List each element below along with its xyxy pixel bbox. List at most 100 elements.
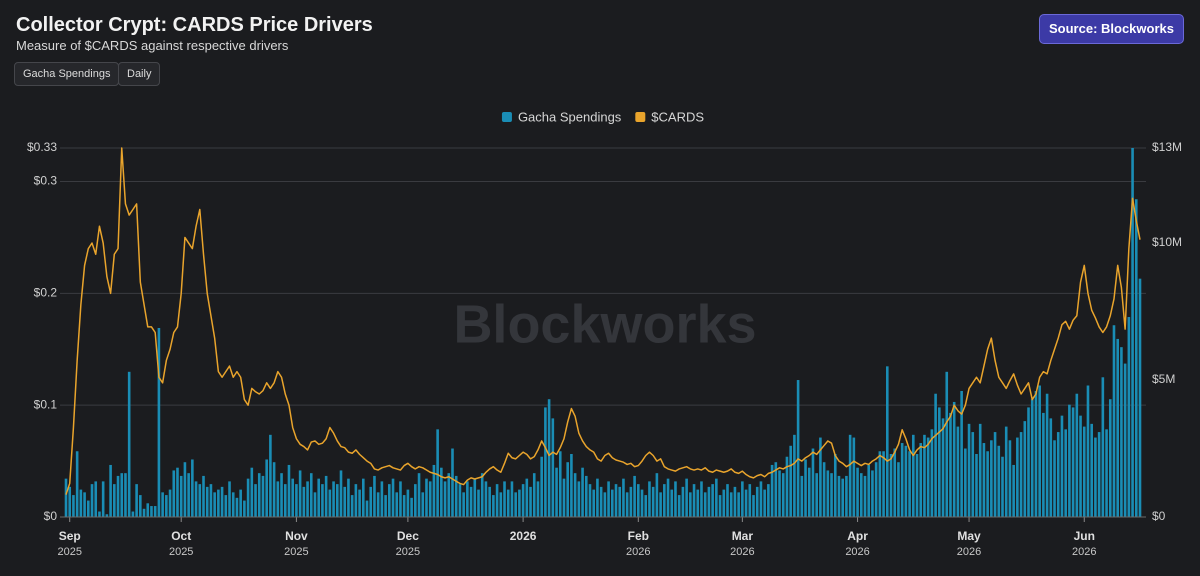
bar: [1045, 393, 1049, 517]
bar: [1012, 464, 1015, 517]
bar: [1082, 426, 1086, 517]
bar: [473, 478, 477, 517]
y-tick-label: $0.33: [27, 140, 57, 154]
bar: [354, 484, 358, 517]
bar: [978, 423, 982, 517]
bar: [733, 486, 737, 517]
bar: [94, 481, 98, 517]
x-tick-year: 2025: [284, 546, 308, 558]
bar: [781, 473, 785, 517]
bar: [477, 489, 480, 517]
bar: [1027, 407, 1030, 517]
x-tick-label: Oct: [171, 529, 191, 543]
bar: [146, 503, 150, 517]
bar: [674, 481, 677, 517]
bar: [250, 467, 254, 517]
bar: [172, 470, 176, 517]
bar: [681, 486, 685, 517]
bar: [599, 486, 603, 517]
bar: [365, 500, 369, 517]
bar: [692, 484, 696, 517]
bar: [737, 492, 740, 517]
bar: [135, 484, 138, 517]
bar: [1086, 385, 1090, 517]
bar: [748, 484, 752, 517]
x-tick-label: Dec: [397, 529, 419, 543]
bar: [309, 473, 313, 517]
bar: [198, 484, 202, 517]
title: Collector Crypt: CARDS Price Drivers: [16, 14, 373, 36]
bar: [313, 492, 317, 517]
legend-label: $CARDS: [651, 109, 704, 124]
bar: [1068, 404, 1071, 517]
bar: [637, 484, 640, 517]
bar: [324, 475, 328, 517]
x-tick-year: 2026: [626, 546, 650, 558]
bar: [622, 478, 625, 517]
source-button[interactable]: Source: Blockworks: [1039, 14, 1184, 44]
bar: [893, 448, 897, 517]
bar: [581, 467, 584, 517]
bar: [912, 434, 915, 517]
bar: [257, 473, 261, 517]
bar: [878, 451, 882, 517]
bar: [874, 462, 878, 517]
bar: [139, 495, 142, 517]
bar: [871, 470, 874, 517]
bar: [640, 489, 644, 517]
bar: [109, 464, 112, 517]
bar: [1123, 363, 1127, 517]
bar: [770, 464, 774, 517]
legend-label: Gacha Spendings: [518, 109, 622, 124]
bar: [1127, 317, 1131, 517]
bar: [291, 478, 294, 517]
bar: [440, 467, 443, 517]
bar: [124, 473, 127, 517]
bar: [1108, 399, 1112, 517]
bar: [971, 432, 975, 517]
bar: [785, 456, 789, 517]
bar: [131, 511, 135, 517]
bar: [596, 478, 599, 517]
legend-swatch: [501, 112, 512, 122]
bar: [1042, 412, 1045, 517]
bar: [514, 492, 517, 517]
control-button[interactable]: Gacha Spendings: [14, 62, 120, 86]
y-tick-label: $0: [44, 509, 58, 523]
x-tick-label: Apr: [847, 529, 868, 543]
bar: [480, 473, 484, 517]
bar: [804, 459, 807, 517]
bar: [633, 475, 636, 517]
control-button[interactable]: Daily: [118, 62, 161, 86]
bar: [529, 486, 532, 517]
bar: [614, 484, 618, 517]
bar: [328, 489, 332, 517]
bar: [863, 475, 867, 517]
bar: [904, 445, 908, 517]
bar: [436, 429, 439, 517]
bar: [395, 492, 399, 517]
bar: [462, 492, 465, 517]
bar: [488, 486, 491, 517]
bar: [127, 371, 131, 517]
bar: [1071, 407, 1075, 517]
bar: [510, 481, 514, 517]
bar: [90, 484, 94, 517]
line: [65, 147, 1141, 495]
bar: [618, 486, 622, 517]
bar: [228, 481, 231, 517]
bar: [859, 473, 863, 517]
y2-tick-label: $13M: [1152, 140, 1182, 154]
bar: [64, 478, 68, 517]
x-tick-label: May: [957, 529, 981, 543]
bar: [975, 453, 978, 517]
bar: [919, 443, 923, 517]
bar: [120, 473, 124, 517]
bar: [707, 486, 711, 517]
bar: [938, 407, 941, 517]
bar: [555, 467, 558, 517]
x-tick-year: 2026: [845, 546, 869, 558]
x-tick-label: Sep: [59, 529, 81, 543]
bar: [317, 478, 321, 517]
